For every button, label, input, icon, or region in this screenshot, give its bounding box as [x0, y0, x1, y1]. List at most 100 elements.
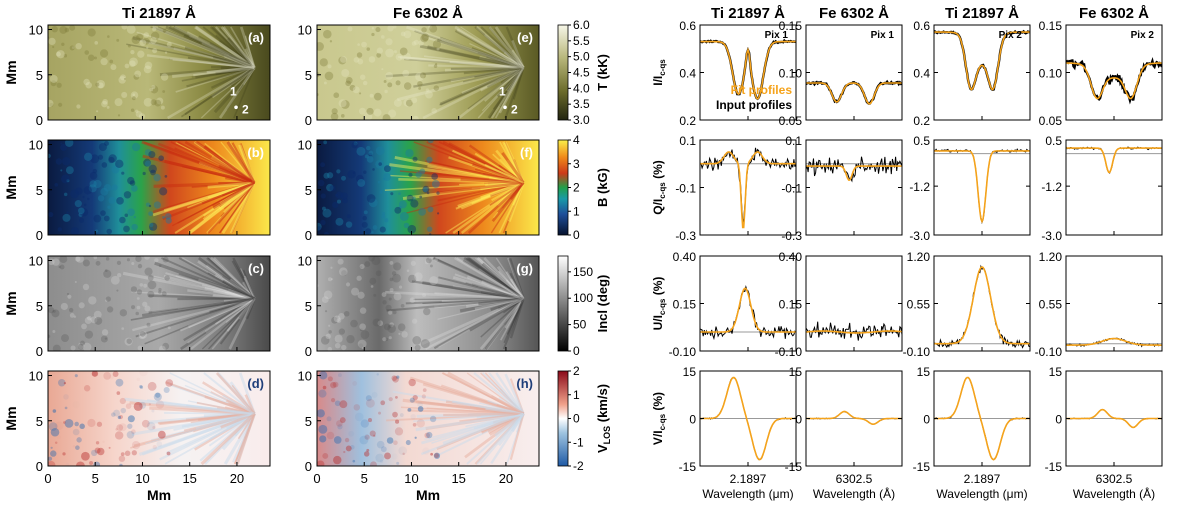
map-texture-streak [448, 156, 524, 184]
map-texture-blob [52, 45, 55, 49]
map-texture-streak [422, 66, 525, 120]
map-panel: (g) 0 5 10 [298, 254, 540, 359]
fit-profile-line [806, 410, 902, 426]
map-texture-blob [95, 82, 100, 87]
map-texture-streak [442, 140, 525, 184]
map-texture-streak [399, 56, 524, 70]
map-texture-streak [503, 298, 525, 344]
map-texture-blob [393, 50, 398, 54]
map-texture-blob [103, 269, 112, 278]
profile-y-tick-label: 0.1 [679, 134, 696, 148]
map-texture-streak [437, 298, 524, 320]
map-y-tick-label: 0 [36, 459, 43, 474]
map-texture-streak [454, 25, 525, 69]
pix-label: 1 [230, 84, 237, 98]
map-texture-blob [395, 80, 401, 86]
map-texture-streak [242, 67, 256, 86]
map-texture-blob [87, 315, 92, 321]
map-texture-blob [127, 415, 135, 423]
map-texture-blob [147, 280, 157, 290]
profile-y-tick-label: -3.0 [1041, 229, 1062, 243]
colorbar-tick-label: 5.5 [573, 34, 590, 48]
map-texture-streak [460, 181, 524, 210]
profile-y-tick-label: -15 [913, 460, 931, 474]
map-texture-blob [384, 337, 389, 342]
map-texture-blob [338, 313, 345, 320]
map-texture-blob [131, 429, 136, 435]
map-texture-blob [158, 287, 162, 292]
map-texture-streak [190, 297, 256, 350]
map-texture-streak [400, 406, 524, 415]
map-texture-streak [406, 182, 524, 214]
colorbar-tick-label: 4 [573, 133, 580, 147]
map-texture-streak [432, 256, 525, 300]
profile-plot-area [934, 264, 1030, 349]
map-texture-streak [487, 67, 525, 119]
map-texture-blob [350, 319, 358, 328]
map-texture-blob [125, 403, 132, 409]
map-texture-streak [467, 181, 525, 234]
map-texture-blob [411, 318, 418, 324]
map-texture-blob [75, 256, 81, 262]
map-texture-blob [127, 44, 131, 48]
input-profile-line [806, 79, 902, 105]
map-texture-blob [124, 337, 133, 346]
map-texture-streak [211, 298, 256, 350]
profile-x-tick-label: 6302.5 [836, 472, 873, 486]
map-texture-blob [123, 77, 127, 80]
map-texture-blob [320, 219, 326, 226]
map-texture-blob [93, 179, 102, 189]
map-texture-streak [414, 30, 524, 69]
fit-profile-line [1066, 337, 1162, 346]
map-texture-streak [505, 271, 525, 300]
map-texture-blob [433, 85, 440, 91]
map-texture-blob [146, 322, 151, 327]
map-image [48, 256, 270, 351]
map-texture-blob [375, 26, 381, 33]
map-texture-blob [129, 60, 136, 67]
map-texture-blob [384, 452, 391, 460]
map-texture-blob [324, 71, 334, 81]
map-texture-blob [395, 53, 403, 61]
map-x-tick-label: 10 [404, 471, 418, 486]
map-texture-blob [139, 384, 143, 389]
profile-plot-area [700, 376, 796, 461]
profile-column-title: Fe 6302 Å [1079, 5, 1149, 22]
map-texture-streak [465, 256, 525, 300]
map-texture-blob [376, 373, 379, 376]
map-texture-blob [318, 424, 328, 434]
map-texture-blob [153, 392, 162, 401]
map-texture-blob [50, 80, 57, 87]
profile-y-label-sub: c-qs [658, 298, 667, 315]
map-texture-blob [320, 336, 330, 345]
map-texture-blob [156, 97, 164, 105]
map-texture-streak [504, 373, 525, 415]
map-panel: (f) 0 5 10 [298, 138, 540, 243]
map-texture-streak [512, 67, 525, 100]
map-texture-blob [56, 50, 65, 59]
profile-y-tick-label: 0.4 [913, 67, 930, 81]
colorbar-tick-label: 0 [573, 412, 580, 426]
map-texture-blob [402, 69, 410, 77]
map-texture-blob [130, 108, 135, 113]
map-texture-blob [127, 176, 135, 185]
map-texture-blob [363, 170, 367, 174]
map-texture-streak [219, 181, 256, 210]
map-texture-blob [74, 374, 78, 378]
map-texture-blob [403, 52, 411, 61]
map-texture-streak [193, 140, 256, 184]
map-x-tick-label: 20 [230, 471, 244, 486]
map-texture-blob [369, 93, 374, 98]
map-frame [316, 370, 540, 467]
profile-frame [1065, 139, 1163, 236]
profile-y-tick-label: 0.05 [1039, 114, 1063, 128]
map-texture-blob [158, 155, 164, 161]
map-texture-streak [488, 67, 525, 119]
map-texture-streak [503, 66, 525, 90]
map-texture-streak [206, 66, 255, 74]
map-texture-blob [83, 203, 87, 207]
map-texture-blob [106, 105, 110, 109]
panel-letter: (f) [520, 145, 533, 160]
map-texture-blob [387, 82, 393, 88]
map-texture-blob [398, 192, 401, 195]
